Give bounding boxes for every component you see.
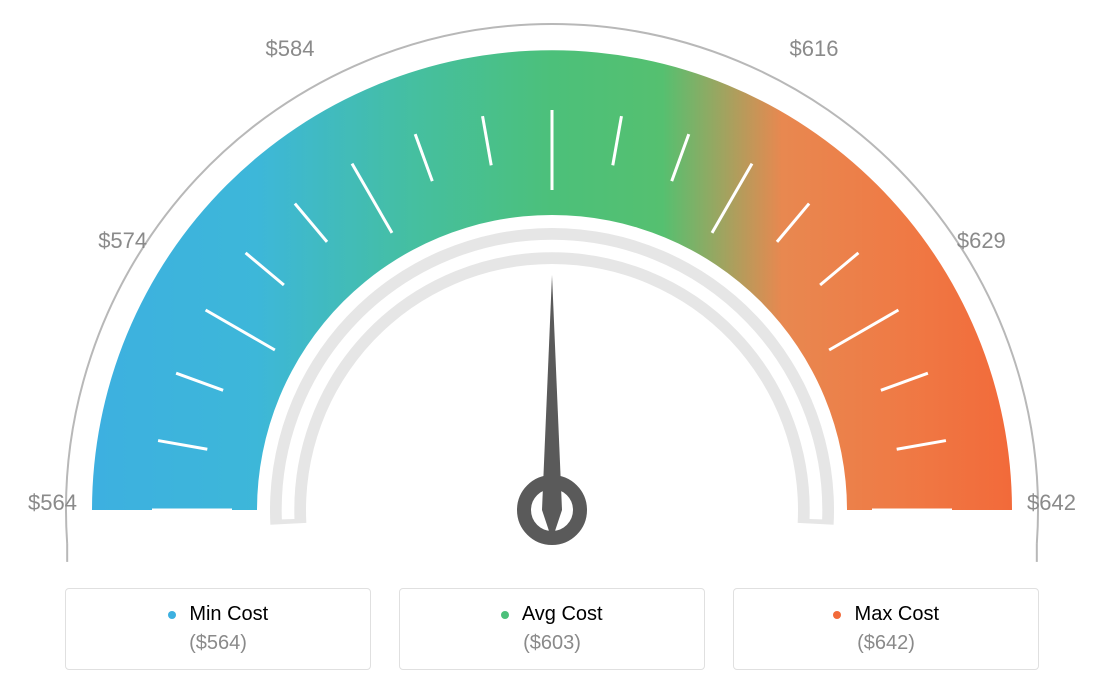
cost-gauge-chart: $564$574$584$603$616$629$642 Min Cost ($… — [0, 0, 1104, 690]
legend-avg: Avg Cost ($603) — [399, 588, 705, 670]
legend-max-text: Max Cost — [855, 603, 939, 625]
gauge-tick-label: $574 — [98, 228, 147, 253]
gauge-tick-label: $642 — [1027, 490, 1076, 515]
dot-max — [833, 611, 841, 619]
legend-min-label: Min Cost — [88, 603, 348, 626]
legend-avg-label: Avg Cost — [422, 603, 682, 626]
legend-max: Max Cost ($642) — [733, 588, 1039, 670]
gauge-tick-label: $629 — [957, 228, 1006, 253]
legend-avg-text: Avg Cost — [522, 603, 603, 625]
gauge-tick-label: $564 — [28, 490, 77, 515]
legend-max-label: Max Cost — [756, 603, 1016, 626]
gauge-svg: $564$574$584$603$616$629$642 — [0, 0, 1104, 570]
gauge-needle — [542, 275, 562, 540]
legend-min: Min Cost ($564) — [65, 588, 371, 670]
gauge-tick-label: $584 — [266, 36, 315, 61]
legend-avg-value: ($603) — [422, 632, 682, 655]
legend-min-value: ($564) — [88, 632, 348, 655]
gauge-tick-label: $616 — [790, 36, 839, 61]
legend-min-text: Min Cost — [189, 603, 268, 625]
dot-min — [168, 611, 176, 619]
dot-avg — [501, 611, 509, 619]
legend-max-value: ($642) — [756, 632, 1016, 655]
legend-row: Min Cost ($564) Avg Cost ($603) Max Cost… — [0, 588, 1104, 670]
gauge-area: $564$574$584$603$616$629$642 — [0, 0, 1104, 570]
